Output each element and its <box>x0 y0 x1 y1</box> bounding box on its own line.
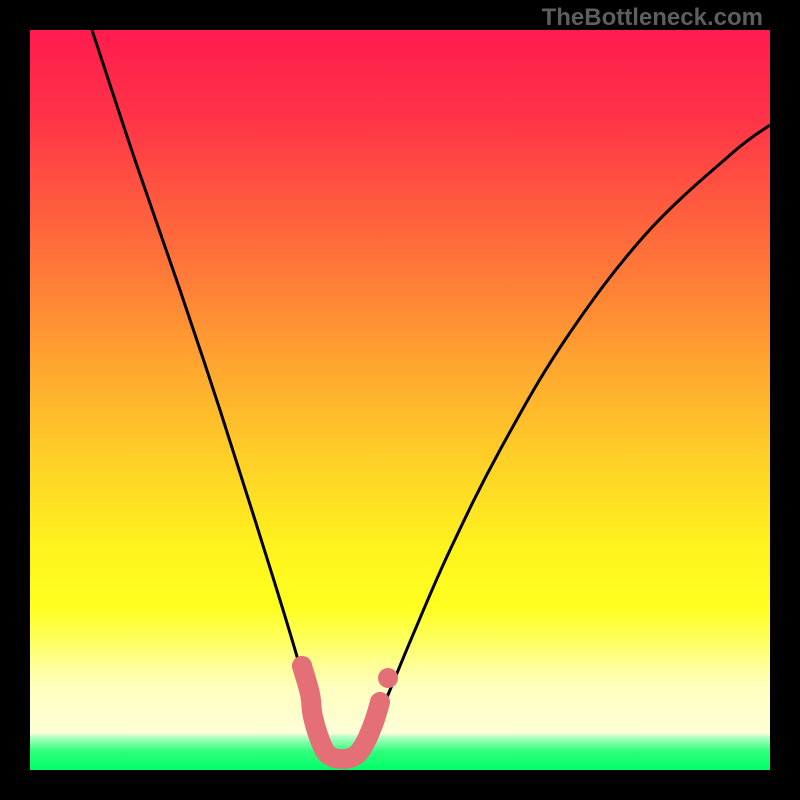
plot-gradient <box>30 30 770 770</box>
highlight-marker-start-dot <box>292 656 312 676</box>
highlight-marker-dot <box>378 668 398 688</box>
watermark-text: TheBottleneck.com <box>542 4 763 32</box>
chart-frame: TheBottleneck.com <box>0 0 800 800</box>
chart-svg <box>0 0 800 800</box>
